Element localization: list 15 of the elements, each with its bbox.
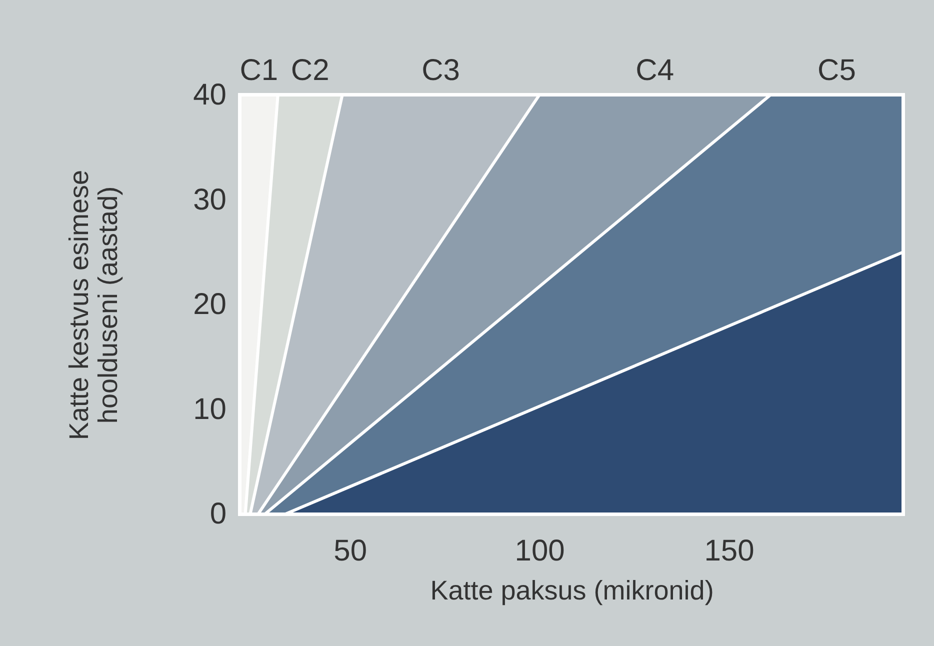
y-tick-label: 10 — [193, 392, 226, 426]
series-label: C1 — [240, 54, 278, 87]
series-label: C3 — [422, 54, 460, 87]
y-tick-label: 0 — [210, 498, 226, 530]
x-axis-title: Katte paksus (mikronid) — [430, 576, 714, 606]
series-label: C2 — [290, 54, 330, 87]
series-label: C4 — [636, 54, 674, 87]
series-label: C5 — [818, 54, 856, 87]
x-tick-label: 100 — [514, 534, 565, 568]
x-tick-label: 50 — [334, 534, 368, 568]
y-tick-label: 20 — [193, 288, 226, 321]
y-axis-title: Katte kestvus esimese hoolduseni (aastad) — [64, 170, 124, 440]
x-tick-label: 150 — [704, 534, 754, 568]
y-tick-label: 30 — [193, 183, 226, 216]
y-tick-label: 40 — [193, 78, 226, 112]
